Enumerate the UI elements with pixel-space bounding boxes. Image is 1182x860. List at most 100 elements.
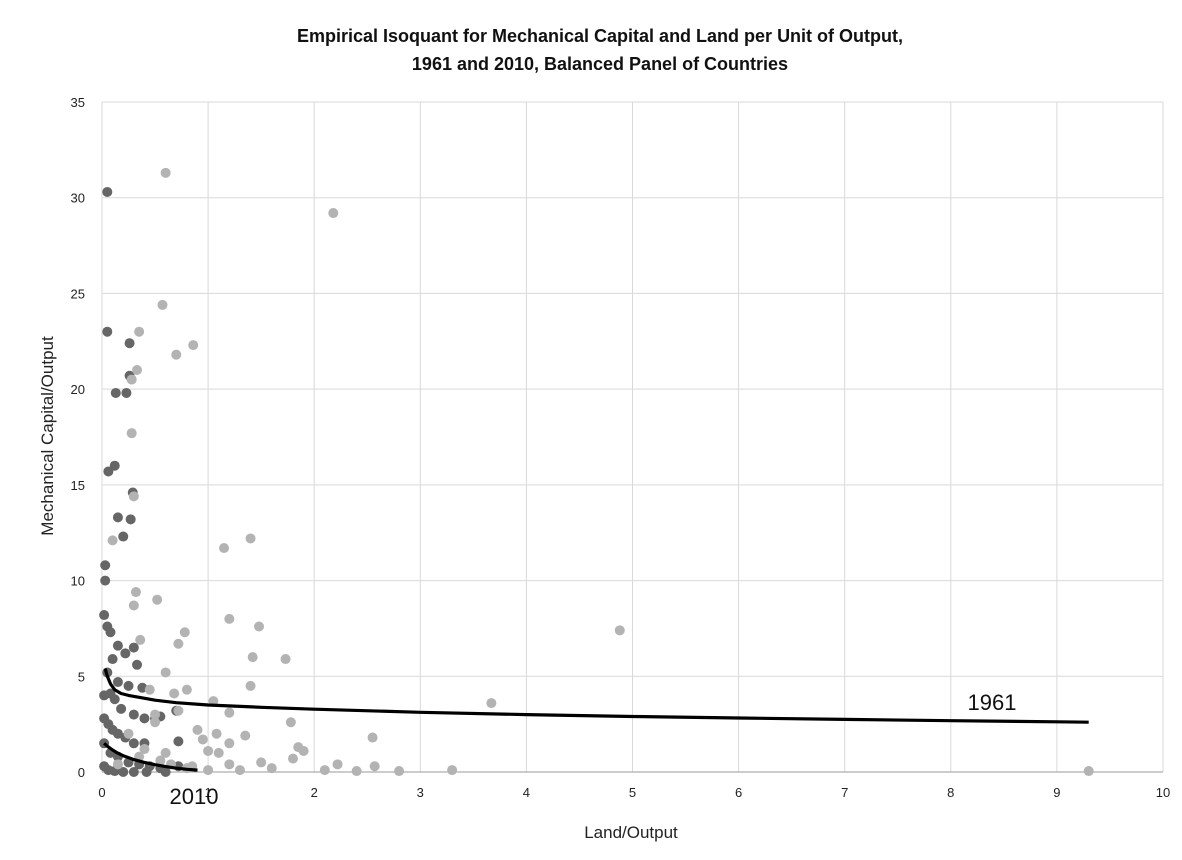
data-point	[369, 761, 380, 772]
x-tick-label: 7	[841, 785, 848, 800]
data-point	[125, 514, 136, 525]
data-point	[367, 732, 378, 743]
data-point	[124, 338, 135, 349]
data-point	[181, 684, 192, 695]
data-point	[266, 763, 277, 774]
y-tick-label: 5	[78, 669, 85, 684]
data-point	[112, 640, 123, 651]
x-tick-label: 4	[523, 785, 530, 800]
isoquant-curve-2010	[103, 742, 198, 772]
x-tick-label: 2	[311, 785, 318, 800]
data-point	[150, 717, 161, 728]
data-point	[240, 730, 251, 741]
data-point	[160, 167, 171, 178]
data-point	[224, 738, 235, 749]
data-point	[224, 759, 235, 770]
data-point	[128, 600, 139, 611]
y-tick-label: 30	[71, 191, 85, 206]
data-point	[213, 747, 224, 758]
y-tick-label: 15	[71, 478, 85, 493]
data-point	[118, 531, 129, 542]
data-point	[139, 713, 150, 724]
data-point	[224, 707, 235, 718]
data-point	[128, 642, 139, 653]
data-point	[224, 613, 235, 624]
data-point	[394, 766, 405, 777]
chart-title-line-1: Empirical Isoquant for Mechanical Capita…	[297, 26, 903, 46]
data-point	[171, 349, 182, 360]
y-tick-label: 10	[71, 574, 85, 589]
y-tick-label: 20	[71, 382, 85, 397]
y-tick-label: 35	[71, 95, 85, 110]
y-tick-label: 0	[78, 765, 85, 780]
x-tick-label: 6	[735, 785, 742, 800]
data-point	[105, 627, 116, 638]
curves-layer	[103, 668, 1089, 772]
data-point	[132, 659, 143, 670]
data-point	[160, 767, 171, 777]
x-tick-label: 1	[204, 785, 211, 800]
data-point	[188, 340, 199, 351]
data-point	[351, 766, 362, 777]
data-point	[203, 745, 214, 756]
curve-label-2010: 2010	[170, 784, 219, 809]
data-point	[486, 698, 497, 709]
data-point	[179, 627, 190, 638]
points-layer	[99, 167, 1094, 777]
data-point	[132, 365, 143, 375]
data-point	[100, 560, 111, 571]
x-axis-title: Land/Output	[584, 823, 678, 842]
y-tick-label: 25	[71, 286, 85, 301]
data-point	[123, 680, 134, 691]
data-point	[107, 654, 118, 665]
data-point	[173, 638, 184, 649]
data-point	[109, 460, 120, 471]
data-point	[247, 652, 258, 663]
data-point	[234, 765, 245, 776]
data-point	[1083, 766, 1094, 777]
x-tick-label: 10	[1156, 785, 1170, 800]
data-point	[160, 667, 171, 678]
ticks-layer: 0 1 2 3 4 5 6 7 8 9 10 0 5 10 15 20 25 30 35	[71, 95, 1171, 800]
curve-label-1961: 1961	[968, 690, 1017, 715]
data-point	[256, 757, 267, 768]
data-point	[203, 765, 214, 776]
data-point	[150, 709, 161, 720]
data-point	[328, 208, 339, 219]
data-point	[152, 594, 163, 605]
data-point	[332, 759, 343, 770]
isoquant-curve-1961	[103, 668, 1089, 724]
data-point	[126, 374, 137, 385]
data-point	[280, 654, 291, 665]
data-point	[155, 755, 166, 766]
chart-title-line-2: 1961 and 2010, Balanced Panel of Countri…	[412, 54, 788, 74]
data-point	[112, 512, 123, 523]
x-tick-label: 8	[947, 785, 954, 800]
data-point	[123, 728, 134, 739]
x-tick-label: 0	[98, 785, 105, 800]
data-point	[319, 765, 330, 776]
data-point	[245, 533, 256, 544]
data-point	[128, 767, 139, 777]
data-point	[197, 734, 208, 745]
data-point	[141, 767, 152, 777]
data-point	[219, 543, 230, 554]
data-point	[128, 738, 139, 749]
grid-layer	[101, 101, 1164, 773]
data-point	[121, 387, 132, 398]
data-point	[103, 466, 114, 477]
data-point	[112, 759, 123, 770]
data-point	[135, 634, 146, 645]
data-point	[254, 621, 265, 632]
data-point	[285, 717, 296, 728]
data-point	[192, 724, 203, 735]
data-point	[614, 625, 625, 636]
data-point	[169, 688, 180, 699]
data-point	[245, 680, 256, 691]
data-point	[100, 575, 111, 586]
data-point	[173, 705, 184, 716]
data-point	[120, 648, 131, 659]
data-point	[102, 186, 113, 197]
